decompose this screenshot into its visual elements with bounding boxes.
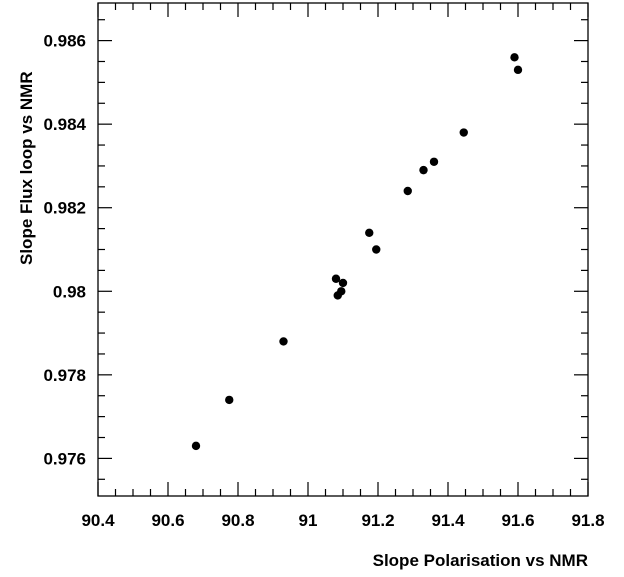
data-point bbox=[365, 228, 374, 237]
x-tick-label: 91 bbox=[299, 511, 318, 530]
y-tick-label: 0.98 bbox=[53, 282, 86, 301]
data-point bbox=[429, 157, 439, 166]
x-tick-label: 91.4 bbox=[431, 511, 465, 530]
data-points bbox=[191, 53, 523, 451]
y-tick-label: 0.986 bbox=[43, 32, 86, 51]
data-point bbox=[510, 53, 519, 62]
y-tick-label: 0.982 bbox=[43, 199, 86, 218]
data-point bbox=[513, 65, 523, 75]
data-point bbox=[191, 441, 201, 451]
data-point bbox=[331, 274, 341, 283]
data-point bbox=[372, 245, 381, 254]
x-axis-title: Slope Polarisation vs NMR bbox=[373, 551, 588, 570]
y-tick-label: 0.978 bbox=[43, 366, 86, 385]
x-tick-label: 90.4 bbox=[81, 511, 115, 530]
x-tick-label: 91.6 bbox=[501, 511, 534, 530]
y-tick-label: 0.984 bbox=[43, 115, 86, 134]
x-tick-label: 91.2 bbox=[361, 511, 394, 530]
x-tick-label: 91.8 bbox=[571, 511, 604, 530]
data-point bbox=[459, 128, 468, 137]
axis-ticks bbox=[97, 3, 589, 496]
x-tick-label: 90.6 bbox=[151, 511, 184, 530]
data-point bbox=[279, 337, 288, 346]
data-point bbox=[337, 287, 346, 296]
data-point bbox=[403, 186, 412, 196]
y-axis-title: Slope Flux loop vs NMR bbox=[17, 71, 36, 265]
plot-frame bbox=[97, 2, 589, 497]
data-point bbox=[338, 278, 348, 288]
tick-labels: 90.4 90.6 90.8 91 91.2 91.4 91.6 91.8 0.976 0.978… bbox=[43, 32, 604, 530]
data-point bbox=[419, 165, 428, 175]
x-tick-label: 90.8 bbox=[221, 511, 254, 530]
data-point bbox=[225, 395, 234, 405]
y-tick-label: 0.976 bbox=[43, 449, 86, 468]
